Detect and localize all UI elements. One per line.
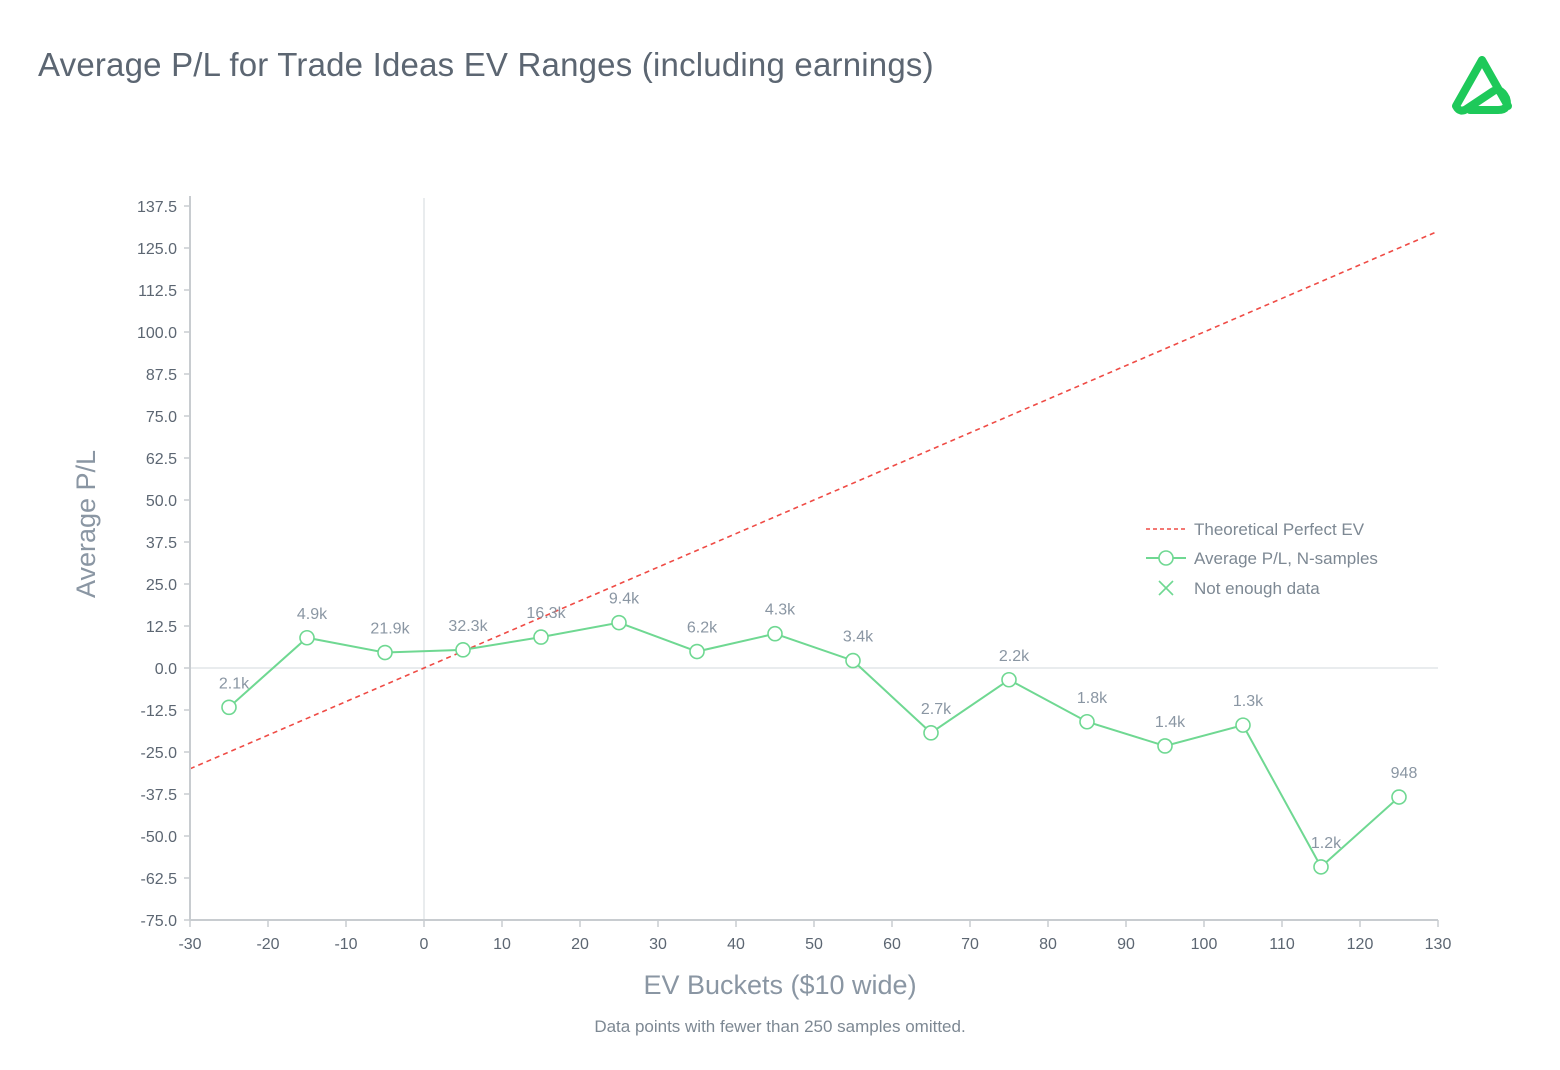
data-labels-group: 2.1k 4.9k 21.9k 32.3k 16.3k 9.4k 6.2k 4.3k 3.4k 2…	[219, 591, 1418, 852]
data-point	[1391, 789, 1407, 805]
data-point	[455, 642, 471, 658]
y-tick-label: 50.0	[146, 493, 177, 510]
data-label: 3.4k	[843, 629, 874, 646]
y-tick-label: 87.5	[146, 367, 177, 384]
x-tick-label: 70	[961, 936, 979, 953]
data-point	[533, 629, 549, 645]
data-label: 1.4k	[1155, 714, 1186, 731]
footnote: Data points with fewer than 250 samples …	[594, 1017, 966, 1036]
x-tick-label: 50	[805, 936, 823, 953]
y-axis-title: Average P/L	[71, 450, 101, 598]
data-point	[299, 629, 315, 646]
y-tick-label: -12.5	[141, 703, 178, 720]
axes: 137.5125.0112.5100.087.575.062.550.037.5…	[137, 196, 1451, 953]
data-label: 9.4k	[609, 591, 640, 608]
data-point	[611, 614, 627, 631]
data-point	[377, 644, 393, 661]
data-label: 2.7k	[921, 701, 952, 718]
data-point	[689, 643, 705, 660]
x-tick-label: 80	[1039, 936, 1057, 953]
y-tick-label: 125.0	[137, 241, 177, 258]
y-tick-label: 37.5	[146, 535, 177, 552]
data-label: 948	[1391, 765, 1418, 782]
legend-series-marker	[1158, 550, 1174, 566]
data-point	[221, 699, 237, 716]
data-label: 4.3k	[765, 602, 796, 619]
data-point	[1079, 713, 1095, 730]
legend-theory-label: Theoretical Perfect EV	[1194, 520, 1365, 539]
x-tick-label: 90	[1117, 936, 1135, 953]
data-point	[1157, 738, 1173, 754]
data-point	[1001, 671, 1017, 688]
data-point	[845, 652, 861, 669]
data-point	[923, 725, 939, 741]
series-line	[228, 621, 1400, 869]
y-tick-label: 100.0	[137, 325, 177, 342]
y-tick-label: 137.5	[137, 199, 177, 216]
data-label: 4.9k	[297, 606, 328, 623]
x-tick-label: 0	[420, 936, 429, 953]
x-tick-label: -10	[334, 936, 357, 953]
y-tick-label: 25.0	[146, 577, 177, 594]
y-tick-label: -50.0	[141, 829, 178, 846]
x-tick-label: -20	[256, 936, 279, 953]
x-tick-label: 120	[1347, 936, 1374, 953]
legend-cross-label: Not enough data	[1194, 579, 1320, 598]
y-tick-label: 0.0	[155, 661, 177, 678]
legend-series-label: Average P/L, N-samples	[1194, 549, 1378, 568]
data-label: 2.2k	[999, 648, 1030, 665]
data-label: 1.8k	[1077, 690, 1108, 707]
series-group	[221, 614, 1407, 875]
data-label: 21.9k	[370, 621, 410, 638]
data-label: 16.3k	[526, 605, 566, 622]
data-label: 1.2k	[1311, 835, 1342, 852]
data-label: 32.3k	[448, 618, 488, 635]
data-label: 6.2k	[687, 620, 718, 637]
x-tick-label: 10	[493, 936, 511, 953]
y-tick-label: -62.5	[141, 871, 178, 888]
x-tick-label: 110	[1269, 936, 1295, 953]
y-tick-label: 12.5	[146, 619, 177, 636]
theory-line-group	[189, 230, 1439, 770]
y-tick-label: 75.0	[146, 409, 177, 426]
chart-title: Average P/L for Trade Ideas EV Ranges (i…	[38, 46, 934, 83]
zero-lines	[190, 198, 1438, 920]
x-tick-label: -30	[178, 936, 201, 953]
y-tick-label: -37.5	[141, 787, 178, 804]
data-label: 1.3k	[1233, 693, 1264, 710]
y-tick-label: -25.0	[141, 745, 178, 762]
data-point	[1235, 717, 1251, 733]
legend: Theoretical Perfect EV Average P/L, N-sa…	[1146, 520, 1378, 598]
x-tick-label: 30	[649, 936, 667, 953]
y-tick-label: -75.0	[141, 913, 178, 930]
legend-cross-icon	[1158, 580, 1174, 596]
x-axis-title: EV Buckets ($10 wide)	[643, 970, 916, 1000]
y-tick-label: 62.5	[146, 451, 177, 468]
x-tick-label: 60	[883, 936, 901, 953]
y-tick-label: 112.5	[138, 283, 177, 300]
x-tick-label: 20	[571, 936, 589, 953]
x-tick-label: 40	[727, 936, 745, 953]
x-tick-label: 130	[1425, 936, 1452, 953]
brand-logo-icon	[1452, 56, 1512, 115]
data-label: 2.1k	[219, 675, 250, 692]
data-point	[1313, 859, 1329, 875]
data-point	[767, 625, 783, 642]
x-tick-label: 100	[1191, 936, 1218, 953]
theory-line	[189, 230, 1439, 770]
